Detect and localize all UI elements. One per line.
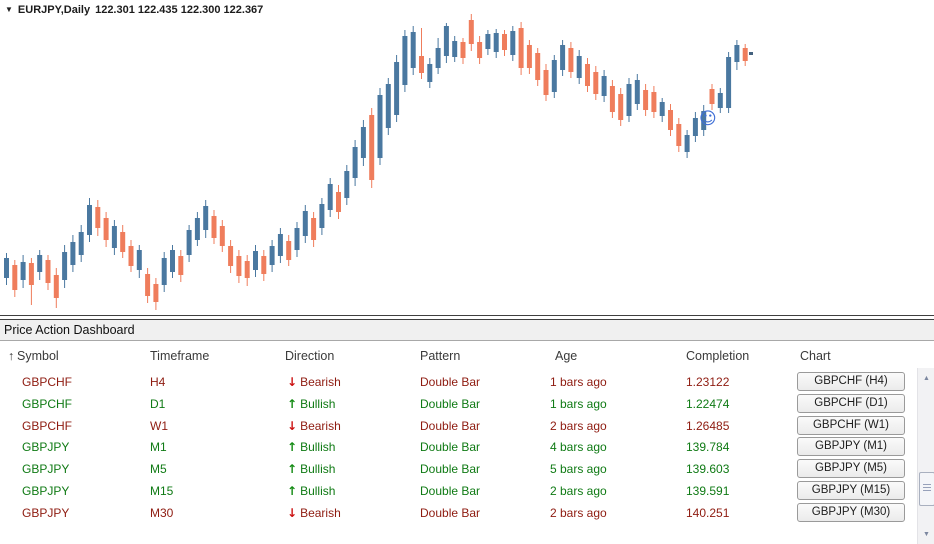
chart-ohlc-values: 122.301 122.435 122.300 122.367 — [95, 4, 264, 16]
cell-symbol: GBPJPY — [22, 484, 70, 498]
direction-arrow-icon: ↓ — [287, 375, 298, 389]
cell-direction: ↑ Bullish — [287, 484, 335, 498]
cell-completion: 139.784 — [686, 440, 730, 455]
direction-label: Bullish — [300, 440, 336, 455]
cell-timeframe: M15 — [150, 484, 174, 498]
panel-divider-bottom — [0, 319, 934, 320]
cell-timeframe: D1 — [150, 396, 166, 411]
panel-title-bar: Price Action Dashboard — [0, 320, 934, 341]
chart-ohlc-header: ▼ EURJPY,Daily 122.301 122.435 122.300 1… — [5, 4, 263, 16]
sort-arrow-icon[interactable]: ↑ — [8, 349, 15, 363]
scroll-thumb[interactable] — [919, 472, 934, 506]
table-row[interactable]: GBPJPY M1 ↑ Bullish Double Bar 4 bars ago… — [0, 436, 917, 458]
cell-timeframe: M5 — [150, 462, 167, 477]
table-row[interactable]: GBPJPY M30 ↓ Bearish Double Bar 2 bars ag… — [0, 502, 917, 524]
column-header-pattern[interactable]: Pattern — [420, 349, 461, 363]
open-chart-button[interactable]: GBPJPY (M30) — [797, 502, 905, 522]
dashboard-table: GBPCHF H4 ↓ Bearish Double Bar 1 bars ago… — [0, 368, 917, 544]
direction-label: Bullish — [300, 484, 336, 498]
cell-symbol: GBPCHF — [22, 375, 73, 389]
cell-symbol: GBPCHF — [22, 396, 73, 411]
smiley-marker-icon[interactable]: ☺ — [699, 109, 717, 129]
column-header-age[interactable]: Age — [555, 349, 578, 363]
table-row[interactable]: GBPJPY M5 ↑ Bullish Double Bar 5 bars ago… — [0, 458, 917, 480]
direction-label: Bullish — [300, 396, 336, 411]
scroll-down-icon[interactable]: ▼ — [923, 530, 930, 538]
cell-completion: 1.26485 — [686, 418, 730, 433]
panel-title: Price Action Dashboard — [4, 323, 135, 337]
cell-completion: 139.591 — [686, 484, 730, 498]
cell-direction: ↑ Bullish — [287, 462, 335, 476]
direction-arrow-icon: ↑ — [287, 484, 298, 498]
column-header-direction[interactable]: Direction — [285, 349, 335, 363]
table-row[interactable]: GBPCHF W1 ↓ Bearish Double Bar 2 bars ago… — [0, 415, 917, 437]
table-header-row: ↑ Symbol Timeframe Direction Pattern Age… — [0, 349, 934, 367]
cell-age: 2 bars ago — [550, 505, 607, 520]
table-row[interactable]: GBPJPY M15 ↑ Bullish Double Bar 2 bars ag… — [0, 480, 917, 502]
cell-age: 5 bars ago — [550, 462, 607, 477]
cell-age: 1 bars ago — [550, 396, 607, 411]
direction-label: Bearish — [300, 375, 341, 389]
cell-timeframe: M30 — [150, 505, 174, 520]
open-chart-button[interactable]: GBPJPY (M5) — [797, 459, 905, 479]
column-header-symbol[interactable]: Symbol — [17, 349, 59, 363]
price-marker-dot — [749, 52, 753, 55]
direction-label: Bearish — [300, 418, 341, 433]
table-row[interactable]: GBPCHF D1 ↑ Bullish Double Bar 1 bars ago… — [0, 393, 917, 415]
open-chart-button[interactable]: GBPCHF (D1) — [797, 393, 905, 413]
direction-arrow-icon: ↑ — [287, 440, 298, 455]
direction-arrow-icon: ↑ — [287, 462, 298, 477]
open-chart-button[interactable]: GBPCHF (W1) — [797, 415, 905, 435]
direction-arrow-icon: ↑ — [287, 396, 298, 411]
column-header-chart[interactable]: Chart — [800, 349, 831, 363]
cell-symbol: GBPJPY — [22, 505, 70, 520]
cell-pattern: Double Bar — [420, 440, 481, 455]
open-chart-button[interactable]: GBPJPY (M1) — [797, 437, 905, 457]
direction-arrow-icon: ↓ — [287, 418, 298, 433]
cell-direction: ↑ Bullish — [287, 397, 335, 411]
cell-symbol: GBPCHF — [22, 418, 73, 433]
cell-age: 4 bars ago — [550, 440, 607, 455]
candles-canvas — [4, 14, 748, 310]
vertical-scrollbar[interactable]: ▲ ▼ — [917, 368, 934, 544]
direction-arrow-icon: ↓ — [287, 505, 298, 520]
cell-completion: 1.23122 — [686, 375, 730, 389]
cell-pattern: Double Bar — [420, 484, 481, 498]
cell-direction: ↓ Bearish — [287, 419, 341, 433]
cell-age: 2 bars ago — [550, 418, 607, 433]
cell-age: 2 bars ago — [550, 484, 607, 498]
cell-timeframe: M1 — [150, 440, 167, 455]
column-header-completion[interactable]: Completion — [686, 349, 750, 363]
panel-divider-top — [0, 315, 934, 316]
scroll-up-icon[interactable]: ▲ — [923, 374, 930, 382]
column-header-timeframe[interactable]: Timeframe — [150, 349, 210, 363]
cell-age: 1 bars ago — [550, 375, 607, 389]
cell-completion: 1.22474 — [686, 396, 730, 411]
cell-pattern: Double Bar — [420, 505, 481, 520]
cell-direction: ↑ Bullish — [287, 440, 335, 454]
cell-pattern: Double Bar — [420, 418, 481, 433]
cell-pattern: Double Bar — [420, 396, 481, 411]
chart-symbol-label: EURJPY,Daily — [17, 4, 91, 16]
collapse-triangle-icon[interactable]: ▼ — [5, 5, 13, 14]
cell-pattern: Double Bar — [420, 462, 481, 477]
cell-direction: ↓ Bearish — [287, 506, 341, 520]
cell-completion: 140.251 — [686, 505, 730, 520]
cell-symbol: GBPJPY — [22, 462, 70, 477]
cell-pattern: Double Bar — [420, 375, 481, 389]
cell-completion: 139.603 — [686, 462, 730, 477]
direction-label: Bullish — [300, 462, 336, 477]
candlestick-chart[interactable]: ▼ EURJPY,Daily 122.301 122.435 122.300 1… — [0, 0, 934, 315]
cell-symbol: GBPJPY — [22, 440, 70, 455]
open-chart-button[interactable]: GBPCHF (H4) — [797, 372, 905, 391]
cell-direction: ↓ Bearish — [287, 375, 341, 389]
table-row[interactable]: GBPCHF H4 ↓ Bearish Double Bar 1 bars ago… — [0, 371, 917, 393]
cell-timeframe: H4 — [150, 375, 166, 389]
scroll-thumb-grip-icon — [923, 484, 931, 493]
direction-label: Bearish — [300, 505, 341, 520]
open-chart-button[interactable]: GBPJPY (M15) — [797, 481, 905, 500]
cell-timeframe: W1 — [150, 418, 168, 433]
